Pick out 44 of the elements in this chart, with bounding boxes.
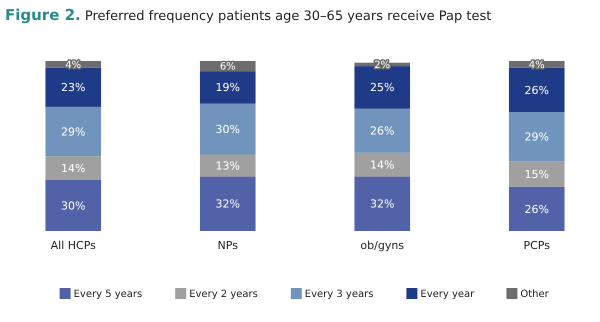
x-tick-label: PCPs bbox=[523, 239, 550, 252]
bar bbox=[45, 156, 102, 180]
x-tick-label: All HCPs bbox=[50, 239, 96, 252]
bar bbox=[200, 176, 256, 231]
data-label: 4% bbox=[528, 60, 545, 71]
data-label: 4% bbox=[65, 60, 82, 71]
x-tick-label: NPs bbox=[218, 239, 238, 252]
legend-label: Every 5 years bbox=[74, 289, 142, 300]
chart-title: Figure 2. Preferred frequency patients age 30–65 years receive Pap test bbox=[5, 6, 492, 24]
data-label: 30% bbox=[61, 199, 86, 212]
legend-label: Every 2 years bbox=[189, 289, 258, 300]
legend-label: Every 3 years bbox=[304, 289, 374, 300]
bar bbox=[45, 106, 102, 156]
bar bbox=[354, 176, 410, 231]
bar bbox=[508, 112, 565, 162]
bar bbox=[354, 152, 410, 177]
bar bbox=[508, 186, 565, 231]
data-label: 32% bbox=[370, 198, 394, 211]
data-label: 14% bbox=[370, 158, 394, 172]
bar bbox=[200, 154, 256, 177]
bar bbox=[508, 161, 565, 187]
data-label: 15% bbox=[524, 168, 549, 181]
bar bbox=[354, 108, 410, 153]
data-label: 29% bbox=[61, 125, 86, 138]
bar bbox=[200, 104, 256, 154]
data-label: 29% bbox=[524, 130, 549, 144]
bar bbox=[45, 68, 102, 107]
x-tick-label: ob/gyns bbox=[360, 239, 404, 252]
legend-label: Other bbox=[520, 289, 550, 300]
bar bbox=[508, 68, 565, 112]
data-label: 23% bbox=[61, 81, 86, 94]
data-label: 6% bbox=[220, 62, 236, 73]
data-label: 25% bbox=[370, 81, 394, 94]
data-label: 19% bbox=[216, 81, 240, 94]
bar bbox=[200, 71, 256, 104]
data-label: 26% bbox=[370, 124, 394, 138]
data-label: 26% bbox=[524, 202, 549, 216]
bar bbox=[45, 180, 102, 231]
data-label: 30% bbox=[216, 122, 240, 136]
data-label: 13% bbox=[216, 159, 240, 172]
data-label: 32% bbox=[216, 198, 240, 211]
data-label: 14% bbox=[61, 162, 86, 175]
legend-label: Every year bbox=[420, 289, 476, 300]
data-label: 26% bbox=[524, 84, 549, 97]
